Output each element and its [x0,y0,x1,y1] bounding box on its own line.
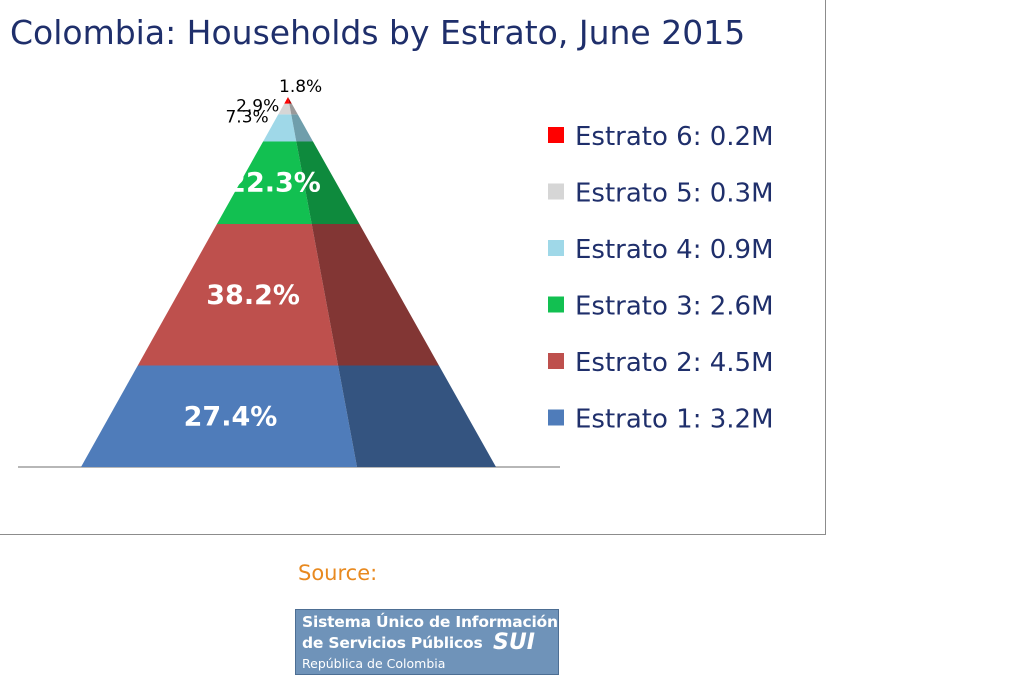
legend-swatch-estrato-2 [548,353,564,369]
pyramid-front-estrato-6 [284,97,290,104]
data-label-estrato-5: 2.9% [236,97,279,117]
sui-logo: Sistema Único de Información de Servicio… [295,609,559,675]
data-label-estrato-6: 1.8% [279,77,322,97]
pyramid-side-estrato-3 [296,141,360,225]
pyramid-side-estrato-6 [288,97,292,104]
pyramid-chart: 27.4% 38.2% 22.3% 7.3%2.9%1.8% Estrato 6: 0.… [18,77,774,468]
pyramid-side-estrato-4 [291,114,313,142]
legend-swatch-estrato-1 [548,409,564,426]
legend-label-estrato-6: Estrato 6: 0.2M [575,122,774,152]
pyramid-side-estrato-1 [338,365,496,467]
legend-label-estrato-5: Estrato 5: 0.3M [575,179,774,209]
legend-swatch-estrato-6 [548,127,564,143]
legend-label-estrato-4: Estrato 4: 0.9M [575,235,774,265]
legend-label-estrato-1: Estrato 1: 3.2M [575,405,774,435]
sui-logo-line2: de Servicios Públicos [302,634,483,652]
pyramid-front-estrato-4 [263,114,297,142]
sui-logo-abbr: SUI [493,630,535,655]
pyramid-front-estrato-5 [278,103,292,115]
legend-label-estrato-3: Estrato 3: 2.6M [575,292,774,322]
pyramid-side-estrato-2 [311,224,439,366]
pyramid-front-estrato-1 [81,365,357,467]
legend-swatch-estrato-4 [548,240,564,256]
legend-swatch-estrato-3 [548,296,564,313]
pyramid-side-estrato-5 [289,103,298,115]
sui-logo-line1: Sistema Único de Información [302,613,558,631]
legend-swatch-estrato-5 [548,183,564,200]
data-label-estrato-2: 38.2% [206,280,300,311]
data-label-estrato-4: 7.3% [225,107,268,127]
source-label: Source: [298,561,378,585]
data-label-estrato-1: 27.4% [184,401,278,432]
data-label-estrato-3: 22.3% [227,168,321,199]
sui-logo-line3: República de Colombia [302,656,446,671]
pyramid-front-estrato-3 [216,141,312,225]
chart-title: Colombia: Households by Estrato, June 20… [10,13,746,52]
pyramid-front-estrato-2 [137,224,339,366]
legend-label-estrato-2: Estrato 2: 4.5M [575,348,774,378]
